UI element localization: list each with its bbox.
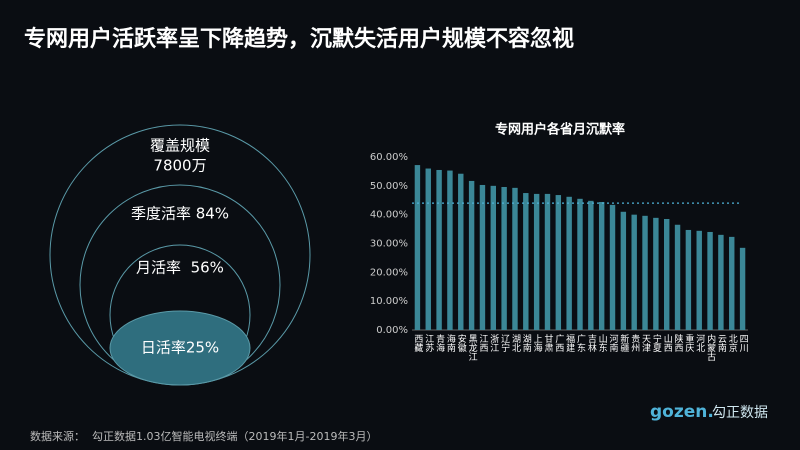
bar <box>729 236 735 330</box>
x-tick-label: 广东 <box>575 333 586 352</box>
bar <box>718 234 724 330</box>
bar <box>674 224 681 330</box>
bar <box>544 193 551 330</box>
footnote: 数据来源： 勾正数据1.03亿智能电视终端（2019年1月-2019年3月） <box>30 429 377 443</box>
x-tick-label: 广西 <box>553 333 564 353</box>
x-tick-label: 江西 <box>477 334 488 353</box>
logo-name: 勾正数据 <box>712 405 768 421</box>
level-label: 月活率 56% <box>136 259 224 277</box>
x-tick-label: 陕西 <box>673 333 684 353</box>
x-tick-label: 天津 <box>640 334 651 353</box>
x-tick-label: 云南 <box>716 334 727 352</box>
bar <box>588 200 594 330</box>
y-tick-label: 10.00% <box>370 296 408 307</box>
bar <box>631 214 637 330</box>
bar <box>458 173 464 330</box>
x-tick-label: 青海 <box>434 333 445 353</box>
bar <box>664 218 670 330</box>
bar <box>533 193 540 330</box>
x-tick-label: 湖北 <box>510 334 521 353</box>
x-tick-label: 吉林 <box>586 334 597 353</box>
x-tick-label: 上海 <box>532 334 543 353</box>
level-label: 覆盖规模 <box>150 137 210 155</box>
x-tick-label: 辽宁 <box>499 334 510 352</box>
bar <box>523 193 529 330</box>
bar <box>609 204 616 330</box>
bar <box>501 186 507 330</box>
bar <box>598 201 605 330</box>
bar <box>707 231 713 330</box>
bar <box>468 180 475 330</box>
bar <box>512 187 518 330</box>
level-label: 日活率25% <box>141 339 219 357</box>
bar <box>620 211 627 330</box>
bar <box>739 247 746 330</box>
y-tick-label: 30.00% <box>370 239 408 250</box>
slide-title: 专网用户活跃率呈下降趋势，沉默失活用户规模不容忽视 <box>24 26 574 52</box>
bar <box>447 170 453 330</box>
x-tick-label: 北京 <box>727 334 738 353</box>
bar <box>425 168 431 330</box>
x-tick-label: 山东 <box>597 334 608 352</box>
x-tick-label: 黑龙江 <box>467 334 478 362</box>
bar <box>653 217 659 330</box>
y-tick-label: 0.00% <box>376 325 408 336</box>
x-tick-label: 四川 <box>738 334 749 352</box>
y-tick-label: 60.00% <box>370 152 408 163</box>
bar <box>414 165 421 330</box>
bar <box>490 185 496 330</box>
x-tick-label: 福建 <box>564 333 575 353</box>
bar <box>555 195 562 330</box>
circle-day <box>109 310 251 386</box>
chart-title: 专网用户各省月沉默率 <box>495 122 625 138</box>
bar <box>696 230 702 330</box>
x-tick-label: 安徽 <box>456 333 467 353</box>
y-tick-label: 50.00% <box>370 181 408 192</box>
level-label: 季度活率 84% <box>131 205 229 223</box>
x-tick-label: 新疆 <box>618 333 629 353</box>
x-tick-label: 浙江 <box>488 333 499 353</box>
x-tick-label: 河北 <box>694 333 705 353</box>
x-tick-label: 甘肃 <box>542 333 553 353</box>
y-tick-label: 40.00% <box>370 210 408 221</box>
x-tick-label: 江苏 <box>423 334 434 353</box>
x-tick-label: 西藏 <box>412 334 423 353</box>
x-tick-label: 湖南 <box>521 334 532 352</box>
x-tick-label: 贵州 <box>629 333 640 352</box>
x-tick-label: 海南 <box>445 333 456 352</box>
bar <box>577 198 583 330</box>
bar <box>436 169 442 330</box>
logo-brand: gozen. <box>650 402 714 422</box>
bar <box>479 184 486 330</box>
x-tick-label: 宁夏 <box>651 333 662 352</box>
x-tick-label: 河南 <box>608 333 619 352</box>
x-tick-label: 山西 <box>662 334 673 353</box>
level-value: 7800万 <box>153 157 206 175</box>
bar <box>642 215 648 330</box>
x-tick-label: 重庆 <box>683 333 694 353</box>
bar <box>566 196 572 330</box>
x-tick-label: 内蒙古 <box>705 333 716 362</box>
y-tick-label: 20.00% <box>370 267 408 278</box>
bar <box>685 229 692 330</box>
